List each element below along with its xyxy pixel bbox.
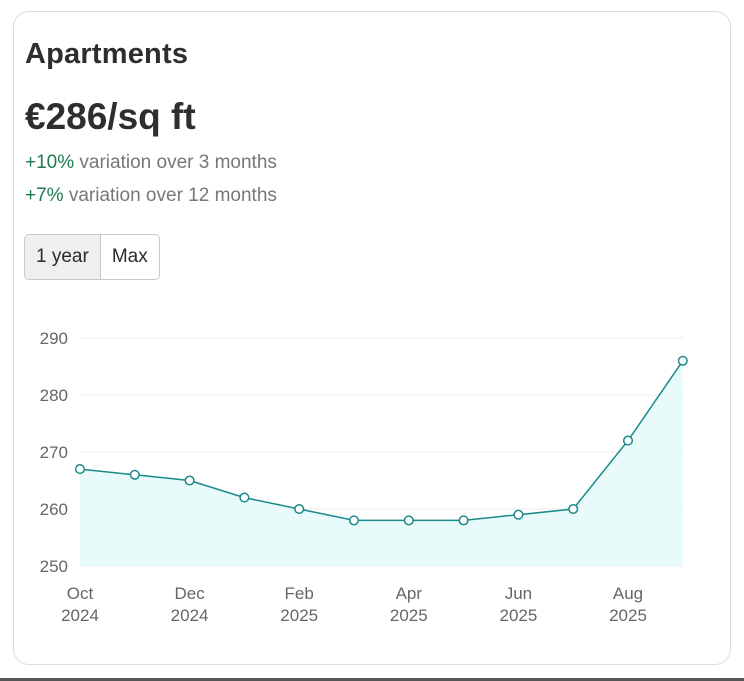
variation-12-months-change: +7%: [25, 185, 64, 206]
data-point[interactable]: [622, 435, 634, 446]
x-tick-month: Dec: [174, 584, 205, 603]
data-point[interactable]: [458, 515, 469, 526]
data-point[interactable]: [239, 492, 250, 503]
variation-12-months-text: variation over 12 months: [63, 185, 277, 206]
data-point[interactable]: [513, 509, 524, 520]
range-toggle: 1 year Max: [24, 234, 160, 280]
data-point[interactable]: [184, 475, 195, 486]
x-tick-year: 2024: [171, 606, 209, 625]
x-tick-year: 2025: [499, 606, 537, 625]
x-tick-year: 2024: [61, 606, 99, 625]
x-tick-year: 2025: [280, 606, 318, 625]
variation-3-months-change: +10%: [25, 152, 75, 173]
range-max-button[interactable]: Max: [99, 235, 159, 279]
data-point[interactable]: [74, 464, 86, 475]
range-1-year-button[interactable]: 1 year: [25, 235, 100, 279]
variation-12-months: +7% variation over 12 months: [25, 185, 277, 207]
x-tick-year: 2025: [390, 606, 428, 625]
data-point[interactable]: [677, 355, 688, 366]
data-point[interactable]: [129, 469, 140, 480]
price-line: [79, 360, 684, 522]
y-tick-label: 290: [40, 329, 68, 348]
y-tick-label: 270: [40, 443, 68, 462]
x-axis-ticks: Oct 2024 Dec 2024 Feb 2025 Apr 2025 Jun 2025 Aug 20…: [61, 584, 647, 625]
x-tick-month: Feb: [285, 584, 314, 603]
data-point[interactable]: [568, 503, 579, 515]
x-tick-year: 2025: [609, 606, 647, 625]
price-area: [80, 360, 683, 566]
data-points: [74, 355, 688, 526]
y-tick-label: 260: [40, 500, 68, 519]
bottom-divider: [0, 678, 744, 681]
x-tick-month: Apr: [396, 584, 423, 603]
x-tick-month: Oct: [67, 584, 94, 603]
y-tick-label: 280: [40, 386, 68, 405]
variation-3-months: +10% variation over 3 months: [25, 152, 277, 174]
variation-3-months-text: variation over 3 months: [74, 152, 277, 173]
y-tick-label: 250: [40, 557, 68, 576]
data-point[interactable]: [348, 515, 360, 526]
price-per-sqft: €286/sq ft: [25, 96, 196, 137]
card-title: Apartments: [25, 38, 189, 70]
data-point[interactable]: [403, 515, 414, 526]
data-point[interactable]: [294, 503, 305, 515]
x-tick-month: Aug: [613, 584, 643, 603]
y-axis-ticks: 250 260 270 280 290: [40, 329, 68, 576]
x-tick-month: Jun: [505, 584, 532, 603]
